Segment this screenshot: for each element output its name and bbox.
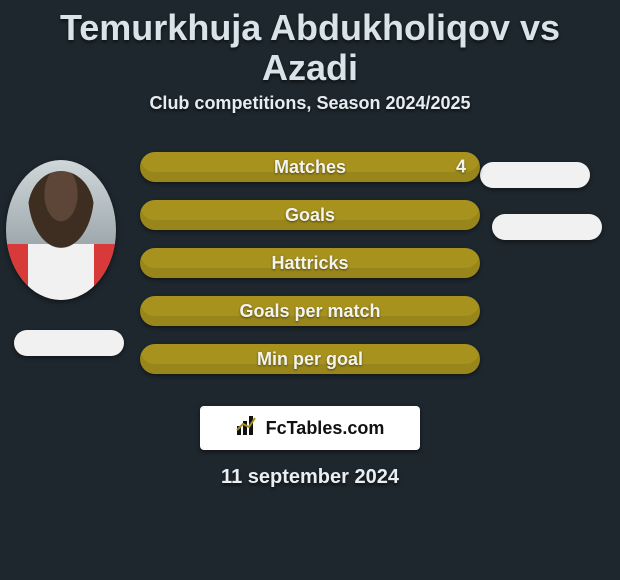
player2-stat-pill-1 [480,162,590,188]
bar-label: Goals per match [239,301,380,322]
player2-name: Azadi [262,47,358,88]
player1-name: Temurkhuja Abdukholiqov [60,7,510,48]
stat-bars: Matches 4 Goals Hattricks Goals per matc… [140,152,480,374]
bar-label: Matches [274,157,346,178]
player1-avatar [6,160,116,300]
source-logo-card[interactable]: FcTables.com [200,406,420,450]
vs-text: vs [520,7,560,48]
bar-matches: Matches 4 [140,152,480,182]
bar-hattricks: Hattricks [140,248,480,278]
snapshot-date: 11 september 2024 [0,466,620,489]
page-title: Temurkhuja Abdukholiqov vs Azadi [0,0,620,93]
subtitle: Club competitions, Season 2024/2025 [0,93,620,128]
logo-bars-icon [236,416,266,441]
bar-label: Min per goal [257,349,363,370]
bar-goals: Goals [140,200,480,230]
bar-min-per-goal: Min per goal [140,344,480,374]
bar-label: Goals [285,205,335,226]
bar-label: Hattricks [271,253,348,274]
bar-goals-per-match: Goals per match [140,296,480,326]
bar-value-right: 4 [456,157,466,178]
player2-stat-pill-2 [492,214,602,240]
comparison-arena: Matches 4 Goals Hattricks Goals per matc… [0,134,620,384]
source-logo-text: FcTables.com [266,418,385,439]
player1-name-pill [14,330,124,356]
